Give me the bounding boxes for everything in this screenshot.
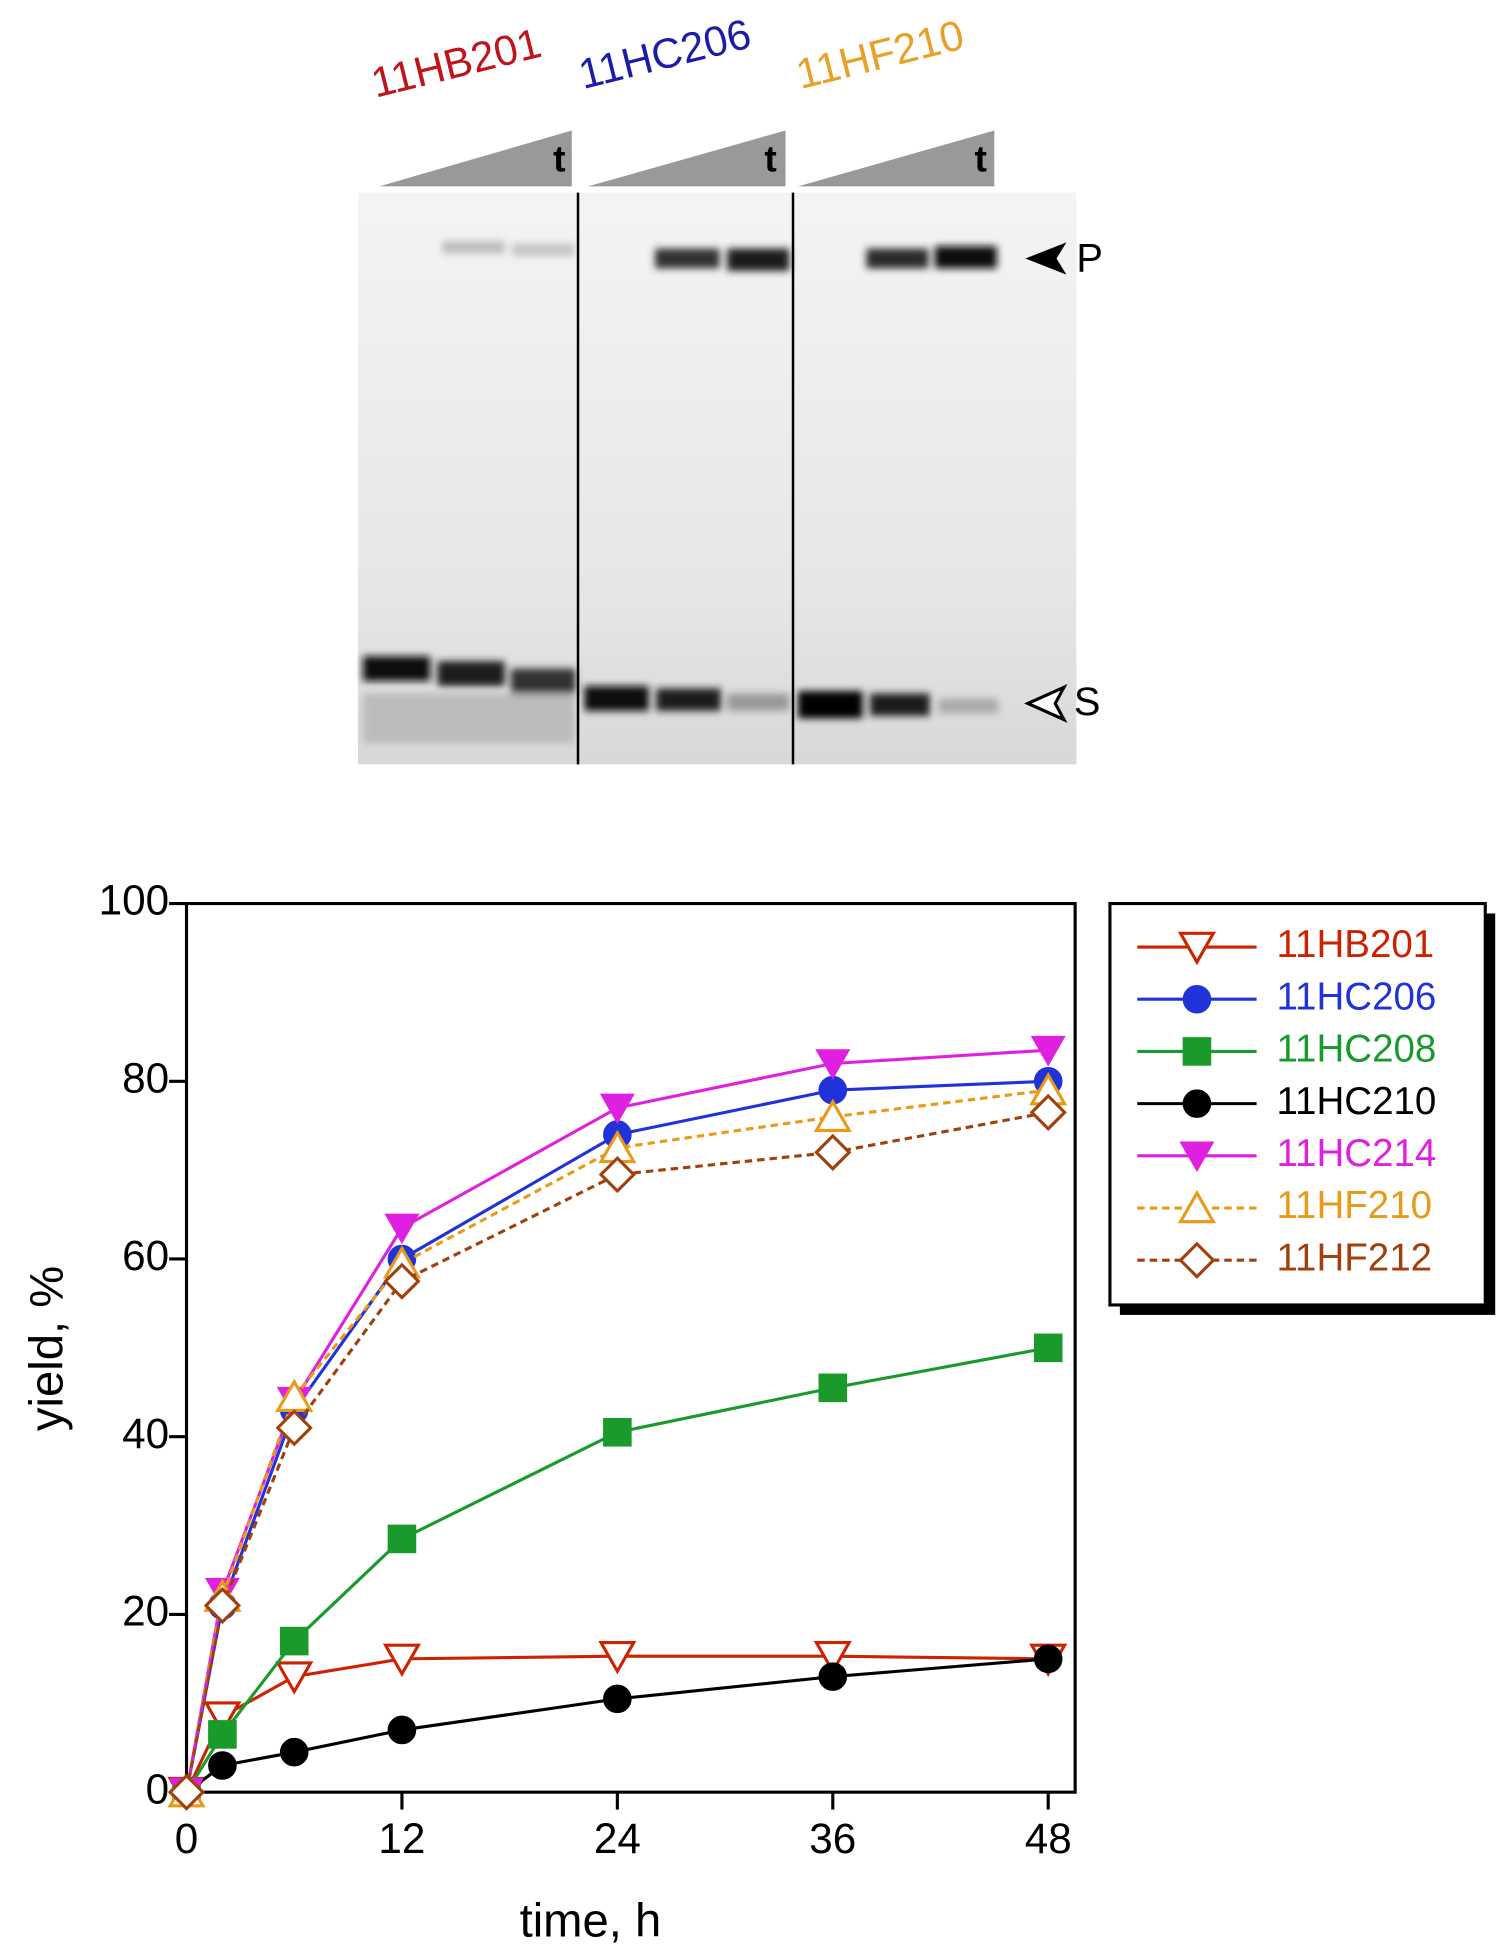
legend-label: 11HC210 <box>1276 1080 1436 1123</box>
marker <box>1033 1333 1063 1363</box>
marker <box>598 1640 637 1675</box>
band-label: P <box>1076 236 1103 280</box>
series <box>167 1093 1067 1811</box>
marker <box>1182 1089 1212 1118</box>
marker <box>599 1093 635 1125</box>
product-arrow <box>1025 242 1067 275</box>
marker <box>387 1524 417 1554</box>
time-label: t <box>764 137 776 179</box>
marker <box>167 1773 206 1811</box>
marker <box>1182 1037 1212 1066</box>
lane-label: 11HC206 <box>574 10 756 98</box>
marker <box>815 1049 851 1080</box>
marker <box>275 1409 313 1447</box>
marker <box>382 1643 422 1678</box>
series-line <box>185 1657 1049 1794</box>
y-tick-label: 40 <box>122 1410 169 1457</box>
plot-frame <box>184 901 1077 1794</box>
band-label: S <box>1074 680 1101 724</box>
marker <box>208 1720 237 1749</box>
marker <box>1179 1141 1215 1173</box>
time-ramp <box>587 130 786 187</box>
series-line <box>185 1346 1049 1793</box>
y-tick-label: 20 <box>122 1588 169 1635</box>
x-axis-label: time, h <box>520 1894 662 1947</box>
x-tick-label: 48 <box>1025 1815 1072 1862</box>
legend-label: 11HF210 <box>1276 1184 1432 1227</box>
x-tick-label: 0 <box>175 1815 199 1862</box>
marker <box>1030 1035 1066 1067</box>
marker <box>1177 931 1217 966</box>
lane-label: 11HB201 <box>366 19 545 106</box>
legend-label: 11HB201 <box>1276 923 1434 966</box>
lane-label: 11HF210 <box>791 11 968 98</box>
marker <box>387 1715 417 1745</box>
marker <box>383 1262 421 1300</box>
marker <box>818 1373 848 1403</box>
series <box>172 1644 1063 1807</box>
x-tick-label: 36 <box>809 1815 856 1862</box>
marker <box>813 1098 852 1133</box>
gel: t t t 11HB201 11HC206 11HF210 P S <box>358 10 1103 765</box>
legend-label: 11HC208 <box>1276 1028 1436 1071</box>
marker <box>279 1626 309 1656</box>
y-tick-label: 100 <box>99 877 170 924</box>
y-axis-label: yield, % <box>20 1266 73 1431</box>
y-tick-label: 60 <box>122 1232 169 1279</box>
series-line <box>185 1654 1049 1793</box>
time-ramp <box>797 130 995 187</box>
time-label: t <box>553 137 565 179</box>
gel-bands <box>362 241 999 744</box>
marker <box>384 1213 420 1245</box>
legend-label: 11HF212 <box>1276 1236 1432 1279</box>
marker <box>603 1684 632 1714</box>
marker <box>1178 1241 1216 1279</box>
marker <box>813 1640 852 1675</box>
x-tick-label: 24 <box>594 1815 641 1862</box>
y-tick-label: 0 <box>146 1765 170 1812</box>
substrate-arrow <box>1024 683 1068 723</box>
marker <box>279 1737 309 1767</box>
marker <box>1182 984 1212 1014</box>
marker <box>275 1661 314 1695</box>
marker <box>203 1701 242 1735</box>
marker <box>814 1133 852 1171</box>
marker <box>1029 1093 1067 1131</box>
x-tick-label: 12 <box>378 1815 425 1862</box>
marker <box>208 1751 237 1780</box>
marker <box>203 1586 242 1625</box>
marker <box>1033 1644 1063 1674</box>
time-ramp <box>379 130 572 187</box>
marker <box>598 1155 636 1194</box>
legend-label: 11HC206 <box>1276 975 1436 1018</box>
y-tick-label: 80 <box>122 1054 169 1101</box>
marker <box>1177 1189 1217 1224</box>
marker <box>818 1662 848 1691</box>
time-label: t <box>974 137 986 179</box>
legend-label: 11HC214 <box>1276 1132 1436 1175</box>
marker <box>603 1417 632 1447</box>
